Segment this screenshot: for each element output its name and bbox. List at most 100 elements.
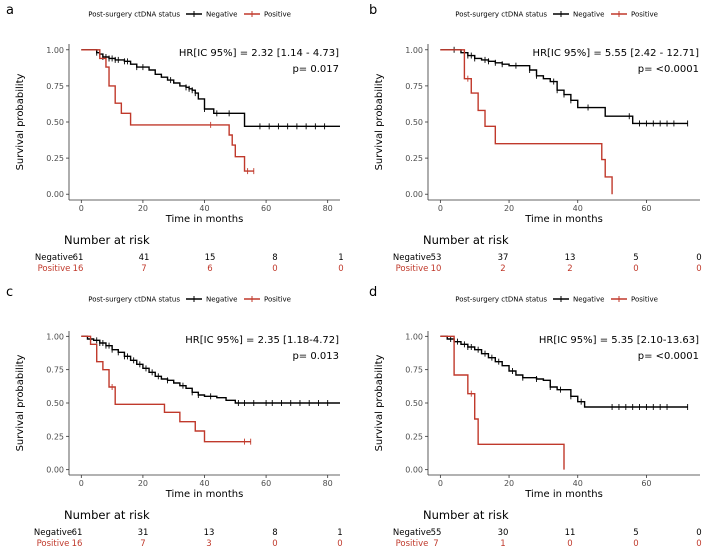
risk-count-negative: 30 (498, 528, 509, 538)
km-panel-d: d Post-surgery ctDNA status Negative Positi… (369, 285, 702, 549)
y-tick-label: 0.00 (405, 190, 423, 199)
hr-annotation: HR[IC 95%] = 5.55 [2.42 - 12.71] (533, 48, 700, 59)
panel-letter: d (369, 285, 377, 300)
y-axis-title: Survival probability (15, 73, 26, 170)
legend-negative-label: Negative (573, 11, 604, 19)
x-tick-label: 0 (438, 479, 443, 488)
risk-count-positive: 2 (500, 264, 505, 274)
risk-count-negative: 15 (205, 253, 216, 263)
risk-count-negative: 41 (139, 253, 150, 263)
risk-count-negative: 13 (565, 253, 576, 263)
legend: Post-surgery ctDNA status Negative Positiv… (455, 296, 658, 304)
hr-annotation: HR[IC 95%] = 2.35 [1.18-4.72] (185, 335, 339, 346)
y-tick-label: 0.75 (405, 366, 423, 375)
risk-count-negative: 1 (337, 528, 342, 538)
legend-negative-label: Negative (206, 11, 237, 19)
risk-table-title: Number at risk (423, 508, 509, 522)
hr-annotation: HR[IC 95%] = 2.32 [1.14 - 4.73] (179, 48, 339, 59)
km-curve-positive (81, 49, 254, 172)
x-tick-label: 60 (261, 204, 271, 213)
risk-row-label-positive: Positive (37, 539, 70, 549)
legend-positive-label: Positive (264, 296, 291, 304)
risk-row-label-positive: Positive (396, 264, 429, 274)
y-tick-label: 0.75 (46, 366, 64, 375)
risk-count-positive: 10 (431, 264, 442, 274)
x-tick-label: 20 (504, 204, 514, 213)
x-tick-label: 40 (573, 204, 583, 213)
km-panel-b: b Post-surgery ctDNA status Negative Positi… (369, 3, 702, 274)
risk-count-positive: 0 (272, 539, 277, 549)
x-tick-label: 80 (323, 479, 333, 488)
y-tick-label: 0.00 (46, 466, 64, 475)
y-tick-label: 0.50 (405, 399, 423, 408)
risk-count-positive: 16 (73, 264, 84, 274)
y-tick-label: 1.00 (46, 46, 64, 55)
risk-row-label-negative: Negative (34, 528, 72, 538)
risk-count-negative: 13 (204, 528, 215, 538)
panel-letter: a (6, 3, 14, 18)
risk-count-positive: 7 (433, 539, 438, 549)
y-axis-title: Survival probability (374, 73, 385, 170)
km-curve-negative (440, 335, 688, 408)
x-tick-label: 0 (79, 204, 84, 213)
p-value-annotation: p= <0.0001 (638, 351, 699, 362)
y-tick-label: 1.00 (46, 332, 64, 341)
risk-row-label-negative: Negative (393, 253, 431, 263)
risk-count-positive: 0 (338, 264, 343, 274)
risk-count-negative: 55 (431, 528, 442, 538)
legend-negative-label: Negative (206, 296, 237, 304)
p-value-annotation: p= 0.013 (292, 351, 339, 362)
legend-negative-label: Negative (573, 296, 604, 304)
legend: Post-surgery ctDNA status Negative Positiv… (455, 11, 658, 19)
x-tick-label: 20 (138, 479, 148, 488)
risk-count-positive: 0 (696, 264, 701, 274)
x-tick-label: 0 (438, 204, 443, 213)
risk-table-title: Number at risk (64, 508, 150, 522)
km-curve-negative (81, 335, 340, 404)
y-tick-label: 0.00 (405, 466, 423, 475)
p-value-annotation: p= 0.017 (292, 64, 339, 75)
risk-count-negative: 8 (272, 528, 277, 538)
x-axis-title: Time in months (165, 489, 244, 500)
y-tick-label: 0.75 (46, 82, 64, 91)
y-tick-label: 0.25 (405, 432, 423, 441)
x-tick-label: 60 (641, 204, 651, 213)
risk-count-negative: 53 (431, 253, 442, 263)
hr-annotation: HR[IC 95%] = 5.35 [2.10-13.63] (539, 335, 699, 346)
x-tick-label: 0 (79, 479, 84, 488)
risk-count-negative: 8 (272, 253, 277, 263)
km-curve-negative (81, 49, 340, 128)
risk-count-negative: 61 (73, 253, 84, 263)
legend-title: Post-surgery ctDNA status (88, 11, 180, 19)
x-tick-label: 60 (261, 479, 271, 488)
risk-count-negative: 31 (138, 528, 149, 538)
legend-title: Post-surgery ctDNA status (455, 11, 547, 19)
risk-row-label-positive: Positive (396, 539, 429, 549)
risk-count-positive: 0 (633, 264, 638, 274)
p-value-annotation: p= <0.0001 (638, 64, 699, 75)
risk-count-negative: 61 (72, 528, 83, 538)
risk-count-positive: 7 (140, 539, 145, 549)
risk-count-negative: 5 (633, 528, 638, 538)
risk-count-negative: 11 (565, 528, 576, 538)
km-panel-c: c Post-surgery ctDNA status Negative Positi… (6, 285, 343, 549)
y-tick-label: 0.50 (46, 399, 64, 408)
risk-count-positive: 0 (337, 539, 342, 549)
legend-positive-label: Positive (631, 296, 658, 304)
km-panel-a: a Post-surgery ctDNA status Negative Positi… (6, 3, 344, 274)
x-tick-label: 40 (573, 479, 583, 488)
x-axis-title: Time in months (524, 489, 603, 500)
km-curve-positive (440, 335, 565, 470)
risk-table-title: Number at risk (423, 233, 509, 247)
km-curve-positive (81, 335, 251, 443)
legend-title: Post-surgery ctDNA status (455, 296, 547, 304)
risk-row-label-negative: Negative (35, 253, 73, 263)
y-axis-title: Survival probability (15, 354, 26, 451)
legend-title: Post-surgery ctDNA status (88, 296, 180, 304)
panel-letter: c (6, 285, 13, 300)
